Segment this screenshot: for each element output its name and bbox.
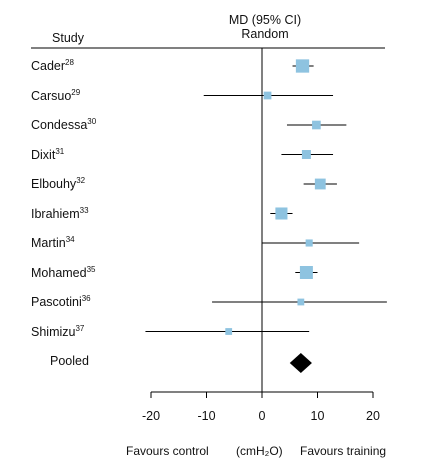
x-tick-label: 0 bbox=[258, 409, 266, 423]
unit-label: (cmH₂O) bbox=[236, 444, 283, 458]
x-tick-label: 20 bbox=[366, 409, 380, 423]
study-name: Martin bbox=[31, 236, 66, 250]
study-label: Ibrahiem33 bbox=[31, 206, 89, 221]
favours-training-label: Favours training bbox=[300, 444, 387, 458]
study-label: Pascotini36 bbox=[31, 294, 91, 309]
study-column-header: Study bbox=[52, 31, 84, 45]
effect-marker bbox=[299, 266, 313, 279]
study-name: Carsuo bbox=[31, 88, 72, 103]
study-name: Shimizu bbox=[31, 324, 76, 339]
effect-marker bbox=[275, 207, 288, 220]
effect-marker bbox=[305, 239, 313, 247]
favours-control-label: Favours control bbox=[126, 444, 209, 458]
study-name: Cader bbox=[31, 59, 66, 73]
study-label: Elbouhy32 bbox=[31, 176, 85, 191]
study-name: Elbouhy bbox=[31, 177, 77, 191]
effect-marker bbox=[295, 59, 310, 73]
study-label: Carsuo29 bbox=[31, 88, 80, 103]
study-label: Dixit31 bbox=[31, 147, 64, 162]
effect-marker bbox=[263, 91, 272, 100]
study-reference: 32 bbox=[76, 176, 86, 185]
x-tick-label: -10 bbox=[197, 409, 216, 423]
study-label: Shimizu37 bbox=[31, 324, 84, 339]
study-label: Condessa30 bbox=[31, 117, 96, 132]
study-name: Condessa bbox=[31, 118, 88, 132]
effect-column-header: MD (95% CI) Random bbox=[205, 13, 325, 41]
study-name: Ibrahiem bbox=[31, 206, 80, 221]
x-tick-label: -20 bbox=[141, 409, 161, 423]
pooled-label: Pooled bbox=[50, 354, 89, 368]
effect-marker bbox=[225, 328, 233, 335]
study-reference: 28 bbox=[65, 58, 74, 67]
study-label: Mohamed35 bbox=[31, 265, 96, 280]
study-reference: 35 bbox=[86, 264, 96, 274]
study-name: Pascotini bbox=[31, 295, 82, 309]
study-name: Dixit bbox=[31, 147, 56, 162]
effect-header-measure: MD (95% CI) bbox=[228, 13, 302, 27]
study-reference: 34 bbox=[65, 235, 75, 244]
effect-marker bbox=[297, 298, 305, 306]
study-label: Martin34 bbox=[31, 235, 75, 250]
study-label: Cader28 bbox=[31, 58, 74, 73]
study-name: Mohamed bbox=[31, 265, 87, 280]
study-reference: 31 bbox=[55, 146, 65, 156]
study-reference: 30 bbox=[87, 117, 97, 126]
study-reference: 37 bbox=[75, 323, 85, 333]
pooled-diamond bbox=[289, 353, 312, 373]
effect-marker bbox=[314, 178, 326, 190]
effect-marker bbox=[312, 120, 321, 130]
x-tick-label: 10 bbox=[310, 409, 325, 423]
effect-marker bbox=[301, 150, 311, 159]
study-reference: 36 bbox=[81, 294, 91, 303]
study-reference: 33 bbox=[79, 205, 89, 215]
study-reference: 29 bbox=[71, 87, 81, 97]
effect-header-model: Random bbox=[241, 27, 289, 41]
